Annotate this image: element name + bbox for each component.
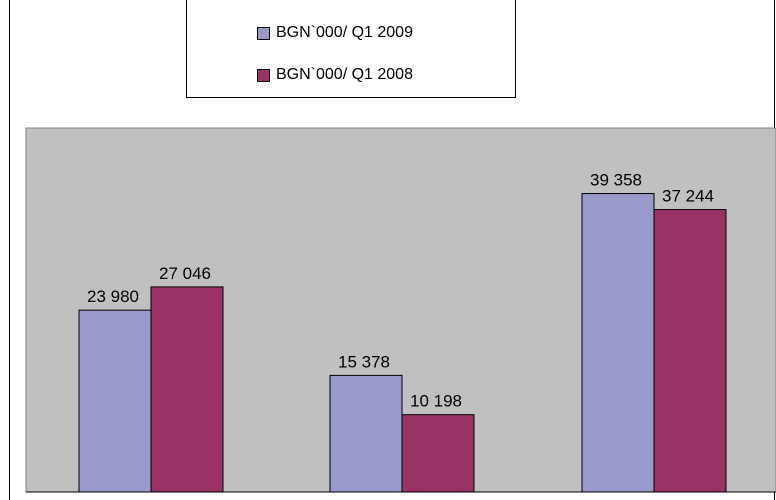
- legend-label-q1-2009: BGN`000/ Q1 2009: [276, 24, 413, 41]
- data-label-series2-group1: 27 046: [159, 264, 211, 283]
- legend-item-q1-2009: BGN`000/ Q1 2009: [257, 22, 413, 44]
- legend-swatch-q1-2008: [257, 68, 270, 82]
- data-label-series1-group2: 15 378: [338, 352, 390, 371]
- legend-label-q1-2008: BGN`000/ Q1 2008: [276, 66, 413, 83]
- data-label-series1-group3: 39 358: [590, 171, 642, 190]
- bar-series2-group3: [653, 209, 727, 493]
- bars-group: [78, 193, 727, 493]
- bar-series1-group1: [78, 309, 152, 493]
- data-label-series1-group1: 23 980: [87, 287, 139, 306]
- bar-series1-group2: [329, 374, 403, 493]
- data-labels-group: 23 980 15 378 39 358 27 046 10 198 37 244: [87, 171, 714, 411]
- legend: BGN`000/ Q1 2009 BGN`000/ Q1 2008: [186, 0, 516, 98]
- bar-series1-group3: [581, 193, 655, 493]
- legend-item-q1-2008: BGN`000/ Q1 2008: [257, 64, 413, 86]
- bar-series2-group2: [401, 414, 475, 493]
- legend-swatch-q1-2009: [257, 26, 270, 40]
- bar-series2-group1: [150, 286, 224, 493]
- data-label-series2-group3: 37 244: [662, 187, 714, 206]
- data-label-series2-group2: 10 198: [410, 392, 462, 411]
